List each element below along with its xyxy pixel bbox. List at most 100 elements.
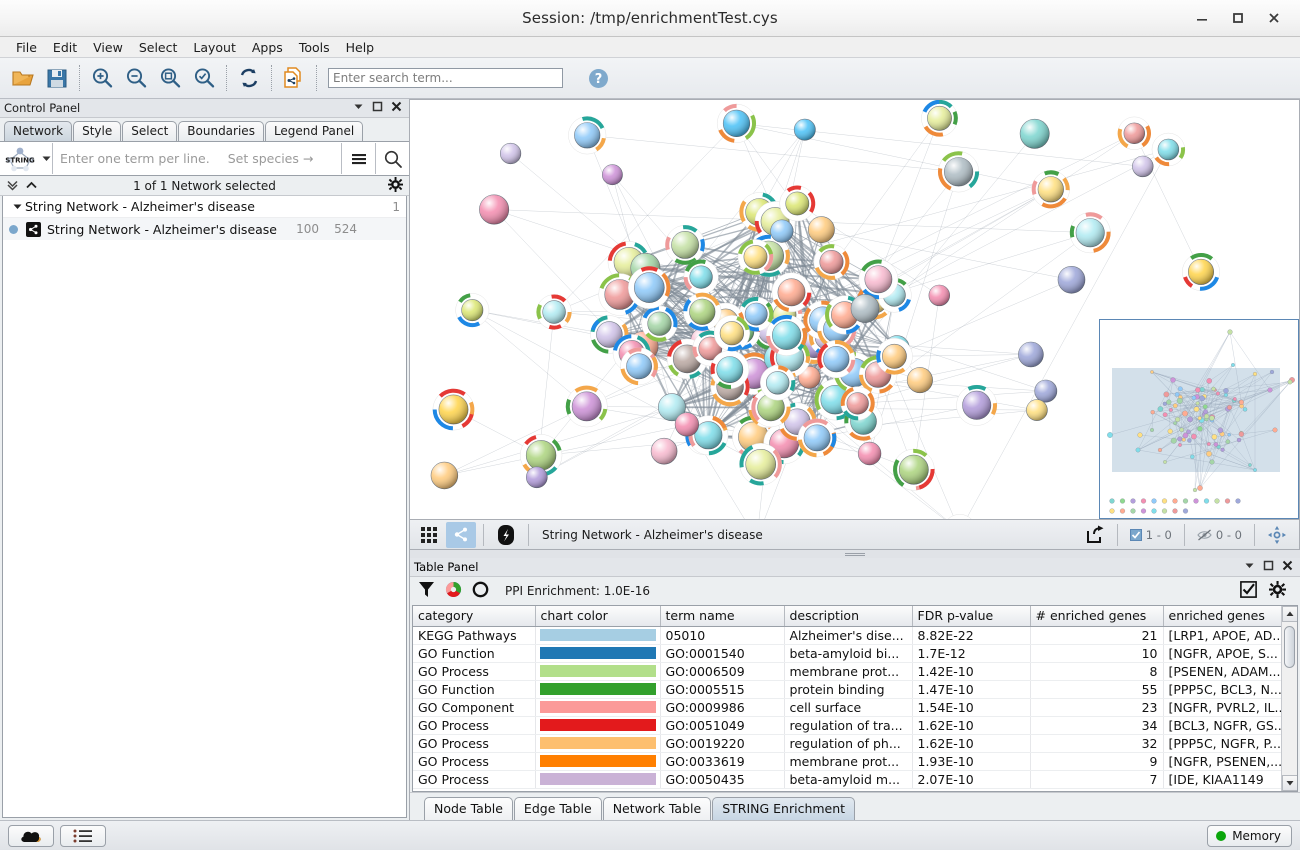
network-node[interactable] <box>1026 399 1048 421</box>
network-node[interactable] <box>1069 212 1111 254</box>
string-logo-icon[interactable]: STRING <box>0 142 40 175</box>
table-panel-close-icon[interactable] <box>1282 560 1293 574</box>
network-node[interactable] <box>850 294 880 323</box>
table-row[interactable]: GO Process GO:0050435 beta-amyloid m... 2.0… <box>413 770 1281 789</box>
network-node[interactable] <box>430 461 459 490</box>
enrichment-table[interactable]: category chart color term name descripti… <box>413 606 1281 789</box>
tab-legend-panel[interactable]: Legend Panel <box>264 121 364 141</box>
network-node[interactable] <box>770 219 794 243</box>
network-node[interactable] <box>766 314 808 356</box>
network-node[interactable] <box>536 294 572 330</box>
scroll-down-arrow-icon[interactable] <box>1281 775 1297 791</box>
network-node[interactable] <box>683 292 722 331</box>
tab-edge-table[interactable]: Edge Table <box>513 797 602 820</box>
network-node[interactable] <box>1034 379 1058 403</box>
expand-all-icon[interactable] <box>25 178 38 194</box>
table-row[interactable]: GO Component GO:0009986 cell surface 1.54E-… <box>413 698 1281 717</box>
table-row[interactable]: GO Process GO:0019220 regulation of ph... 1… <box>413 734 1281 753</box>
search-input[interactable]: Enter search term... <box>328 68 563 88</box>
network-node[interactable] <box>1117 116 1151 150</box>
column-header-enriched-count[interactable]: # enriched genes <box>1030 606 1164 627</box>
network-node[interactable] <box>797 418 837 458</box>
expand-triangle-icon[interactable] <box>9 202 25 211</box>
network-node[interactable] <box>807 216 835 244</box>
network-node[interactable] <box>1018 341 1044 368</box>
network-node[interactable] <box>601 164 623 186</box>
table-row[interactable]: GO Process GO:0006509 membrane prot... 1.42… <box>413 662 1281 681</box>
network-node[interactable] <box>657 393 686 422</box>
network-node[interactable] <box>1132 155 1154 178</box>
network-node[interactable] <box>650 437 678 465</box>
close-button[interactable] <box>1256 4 1292 32</box>
network-tree-group-row[interactable]: String Network - Alzheimer's disease 1 <box>3 196 406 218</box>
network-node[interactable] <box>876 337 913 375</box>
menu-edit[interactable]: Edit <box>52 39 78 55</box>
network-settings-gear-icon[interactable] <box>388 176 403 195</box>
network-node[interactable] <box>526 466 548 489</box>
export-icon[interactable] <box>1080 522 1110 548</box>
hidden-nodes-chip[interactable]: 0 - 0 <box>1192 528 1247 542</box>
maximize-button[interactable] <box>1220 4 1256 32</box>
zoom-in-icon[interactable] <box>85 61 119 95</box>
network-node[interactable] <box>840 386 875 421</box>
open-icon[interactable] <box>6 61 40 95</box>
table-row[interactable]: KEGG Pathways 05010 Alzheimer's dise... 8.8… <box>413 626 1281 645</box>
table-panel-dropdown-icon[interactable] <box>1244 560 1255 574</box>
tab-boundaries[interactable]: Boundaries <box>178 121 264 141</box>
collapse-all-icon[interactable] <box>6 178 19 194</box>
string-species-link[interactable]: Set species → <box>227 151 314 166</box>
filter-icon[interactable] <box>418 581 435 601</box>
fit-network-icon[interactable] <box>187 61 221 95</box>
network-node[interactable] <box>779 185 816 222</box>
network-node[interactable] <box>771 272 812 313</box>
network-node[interactable] <box>928 284 950 307</box>
string-options-icon[interactable] <box>342 142 375 175</box>
menu-view[interactable]: View <box>93 39 123 55</box>
panel-float-icon[interactable] <box>372 101 383 115</box>
network-node[interactable] <box>739 443 782 486</box>
string-search-icon[interactable] <box>376 142 409 175</box>
network-node[interactable] <box>813 244 850 280</box>
network-view-icon[interactable] <box>446 521 476 548</box>
cloud-icon[interactable] <box>8 824 54 847</box>
network-tree-item[interactable]: String Network - Alzheimer's disease 100… <box>3 218 406 240</box>
network-node[interactable] <box>665 225 705 265</box>
network-node[interactable] <box>1151 132 1186 167</box>
birds-eye-view[interactable] <box>1099 319 1299 519</box>
network-node[interactable] <box>519 434 563 477</box>
table-row[interactable]: GO Function GO:0005515 protein binding 1.47… <box>413 680 1281 699</box>
network-node[interactable] <box>1019 118 1050 149</box>
memory-button[interactable]: Memory <box>1207 824 1292 847</box>
network-node[interactable] <box>620 347 658 386</box>
panel-dropdown-icon[interactable] <box>353 101 364 115</box>
network-node[interactable] <box>628 266 671 309</box>
network-canvas[interactable] <box>410 100 1299 519</box>
menu-tools[interactable]: Tools <box>298 39 330 55</box>
tab-network-table[interactable]: Network Table <box>602 797 712 820</box>
menu-help[interactable]: Help <box>345 39 375 55</box>
column-header-term-name[interactable]: term name <box>660 606 785 627</box>
table-vertical-scrollbar[interactable] <box>1281 606 1297 791</box>
network-node[interactable] <box>738 296 774 332</box>
pan-tool-icon[interactable] <box>1262 522 1292 548</box>
selected-nodes-chip[interactable]: 1 - 0 <box>1125 528 1177 542</box>
network-node[interactable] <box>499 142 522 165</box>
network-view[interactable] <box>410 99 1300 520</box>
network-node[interactable] <box>857 441 882 466</box>
network-node[interactable] <box>892 448 935 491</box>
tab-select[interactable]: Select <box>122 121 178 141</box>
menu-apps[interactable]: Apps <box>251 39 283 55</box>
network-node[interactable] <box>479 194 510 225</box>
network-node[interactable] <box>455 293 490 328</box>
menu-select[interactable]: Select <box>138 39 178 55</box>
network-node[interactable] <box>1182 252 1220 291</box>
network-node[interactable] <box>713 315 750 352</box>
chart-color-icon[interactable] <box>445 581 462 601</box>
scroll-up-arrow-icon[interactable] <box>1281 606 1297 622</box>
column-header-chart-color[interactable]: chart color <box>535 606 661 627</box>
minimize-button[interactable] <box>1184 4 1220 32</box>
table-panel-float-icon[interactable] <box>1263 560 1274 574</box>
grid-view-icon[interactable] <box>414 522 444 548</box>
network-node[interactable] <box>921 100 958 137</box>
network-node[interactable] <box>793 118 816 141</box>
